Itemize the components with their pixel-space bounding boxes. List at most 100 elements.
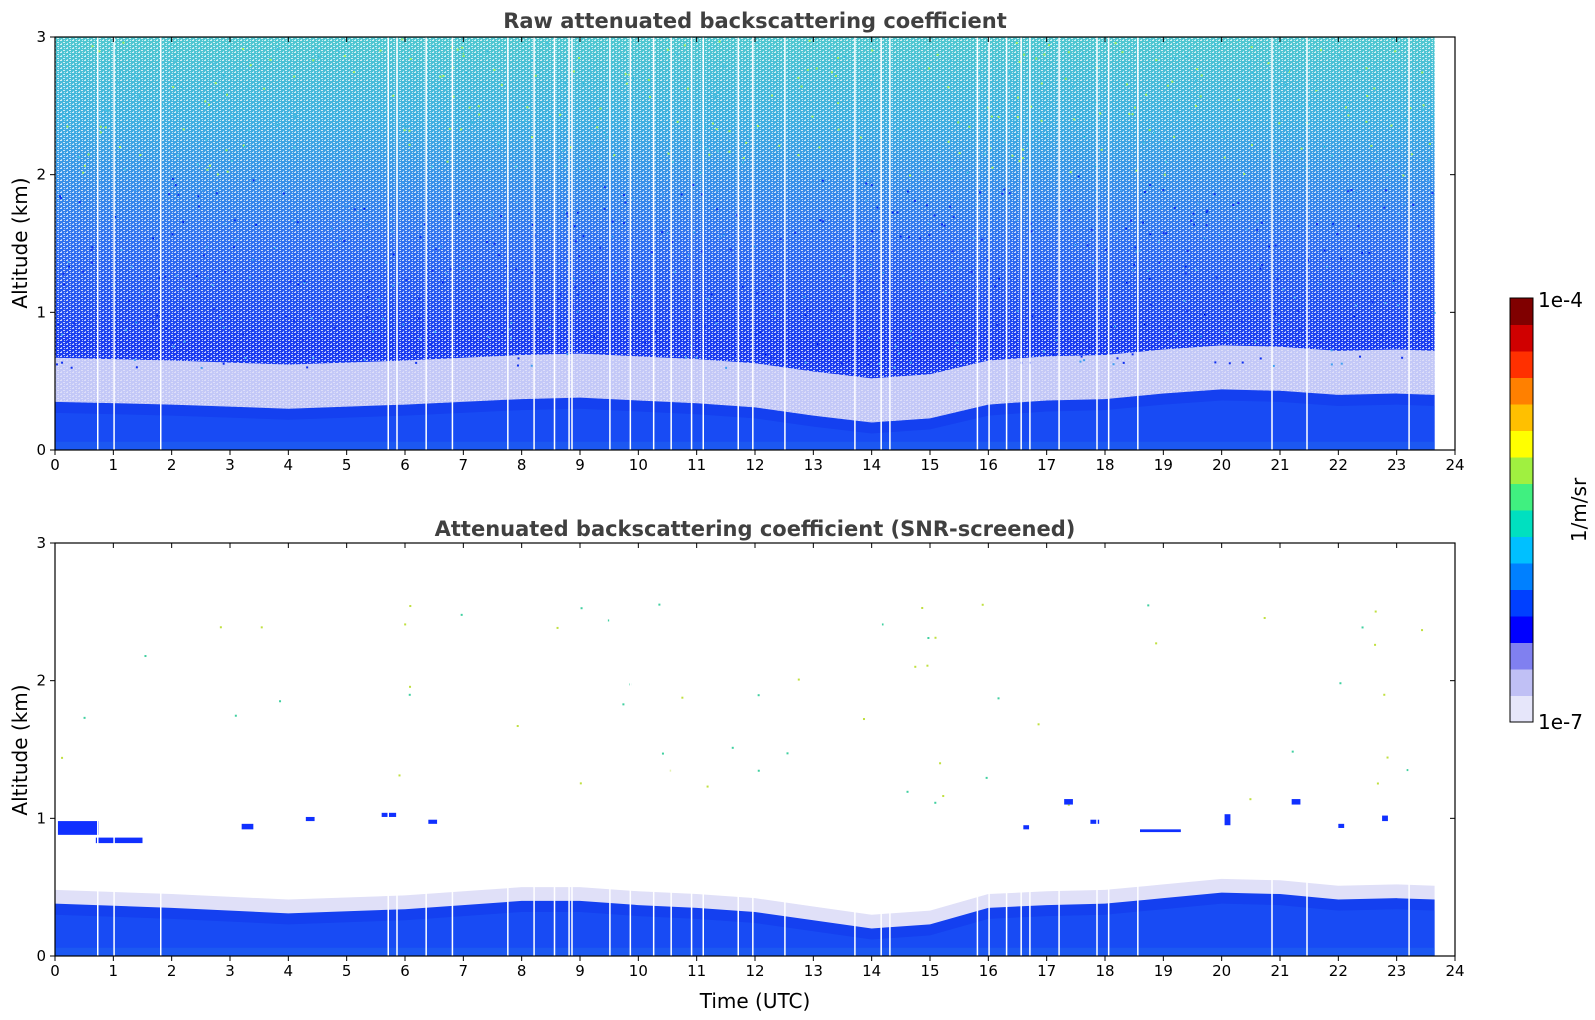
raw-speckle — [358, 69, 361, 72]
colorbar-swatch — [1510, 324, 1533, 352]
raw-speckle — [1184, 265, 1187, 268]
x-tick-label: 23 — [1387, 962, 1406, 980]
raw-speckle — [671, 160, 674, 163]
raw-speckle — [896, 211, 899, 214]
raw-speckle — [431, 44, 434, 47]
raw-speckle — [1165, 140, 1168, 143]
raw-speckle — [1016, 310, 1019, 313]
raw-speckle — [1021, 148, 1024, 151]
raw-speckle — [439, 75, 442, 78]
colorbar-swatch — [1510, 669, 1533, 696]
raw-speckle — [1401, 356, 1404, 359]
raw-speckle — [465, 71, 468, 74]
raw-speckle — [408, 143, 411, 146]
raw-speckle — [1203, 237, 1206, 240]
raw-speckle — [492, 122, 495, 125]
y-tick-label: 2 — [36, 166, 46, 184]
raw-speckle — [1008, 71, 1011, 74]
raw-speckle — [937, 152, 940, 155]
raw-speckle — [770, 356, 773, 359]
raw-speckle — [711, 122, 714, 125]
raw-speckle — [909, 361, 912, 364]
raw-speckle — [623, 222, 626, 225]
raw-speckle — [431, 269, 434, 272]
screened-speckle — [757, 694, 760, 697]
raw-speckle — [576, 211, 579, 214]
raw-speckle — [462, 267, 465, 270]
raw-speckle — [647, 78, 650, 81]
raw-speckle — [816, 343, 819, 346]
raw-speckle — [225, 93, 228, 96]
raw-speckle — [1352, 315, 1355, 318]
x-tick-label: 16 — [979, 962, 998, 980]
raw-speckle — [675, 52, 678, 55]
raw-speckle — [809, 310, 812, 313]
screened-speckle — [1361, 626, 1364, 629]
raw-speckle — [1153, 132, 1156, 135]
data-gap-line — [889, 37, 891, 450]
y-tick-label: 0 — [36, 947, 46, 965]
raw-speckle — [1367, 193, 1370, 196]
screened-speckle — [408, 693, 411, 696]
raw-speckle — [742, 161, 745, 164]
screened-speckle — [409, 605, 412, 608]
raw-speckle — [1272, 364, 1275, 367]
data-gap-line — [1107, 37, 1110, 450]
raw-speckle — [769, 274, 772, 277]
raw-speckle — [339, 173, 342, 176]
raw-speckle — [680, 193, 683, 196]
panel-screened-axes: 0 1 2 3 4 5 6 7 8 9 10 11 12 13 14 15 16 17 18 19 20 21 22 23 24… — [36, 534, 1464, 980]
raw-speckle — [687, 254, 690, 257]
raw-speckle — [1431, 115, 1434, 118]
raw-speckle — [1383, 206, 1386, 209]
screened-speckle — [906, 790, 909, 793]
x-tick-label: 14 — [862, 962, 881, 980]
raw-speckle — [717, 91, 720, 94]
x-tick-label: 17 — [1037, 962, 1056, 980]
raw-speckle — [917, 68, 920, 71]
cloud-patch — [305, 816, 315, 822]
x-tick-label: 18 — [1095, 962, 1114, 980]
data-gap-line — [629, 543, 632, 956]
raw-speckle — [1361, 252, 1364, 255]
raw-speckle — [956, 341, 959, 344]
raw-speckle — [871, 230, 874, 233]
screened-speckle — [985, 776, 988, 779]
x-tick-label: 6 — [400, 456, 410, 474]
raw-speckle — [715, 322, 718, 325]
raw-speckle — [818, 146, 821, 149]
data-gap-line — [425, 543, 427, 956]
screened-speckle — [516, 725, 519, 728]
x-tick-label: 18 — [1095, 456, 1114, 474]
panel-screened-title: Attenuated backscattering coefficient (S… — [435, 517, 1076, 541]
raw-speckle — [158, 276, 161, 279]
raw-speckle — [1244, 178, 1247, 181]
x-tick-label: 12 — [745, 962, 764, 980]
raw-speckle — [1203, 313, 1206, 316]
data-gap-line — [752, 37, 754, 450]
raw-speckle — [1099, 349, 1102, 352]
raw-speckle — [754, 333, 757, 336]
raw-speckle — [1099, 79, 1102, 82]
raw-speckle — [951, 250, 954, 253]
raw-speckle — [1121, 51, 1124, 54]
raw-speckle — [368, 280, 371, 283]
raw-speckle — [622, 194, 625, 197]
raw-speckle — [975, 203, 978, 206]
raw-speckle — [251, 93, 254, 96]
raw-speckle — [516, 364, 519, 367]
raw-speckle — [949, 59, 952, 62]
colorbar-swatch — [1510, 351, 1533, 378]
raw-speckle — [196, 275, 199, 278]
raw-speckle — [1276, 278, 1279, 281]
raw-speckle — [161, 103, 164, 106]
raw-speckle — [215, 192, 218, 195]
raw-speckle — [1168, 326, 1171, 329]
raw-speckle — [1357, 225, 1360, 228]
raw-speckle — [1138, 249, 1141, 252]
y-tick-label: 1 — [36, 303, 46, 321]
raw-speckle — [1192, 212, 1195, 215]
raw-speckle — [1042, 350, 1045, 353]
panel-screened-ylabel: Altitude (km) — [8, 684, 32, 815]
raw-speckle — [534, 186, 537, 189]
